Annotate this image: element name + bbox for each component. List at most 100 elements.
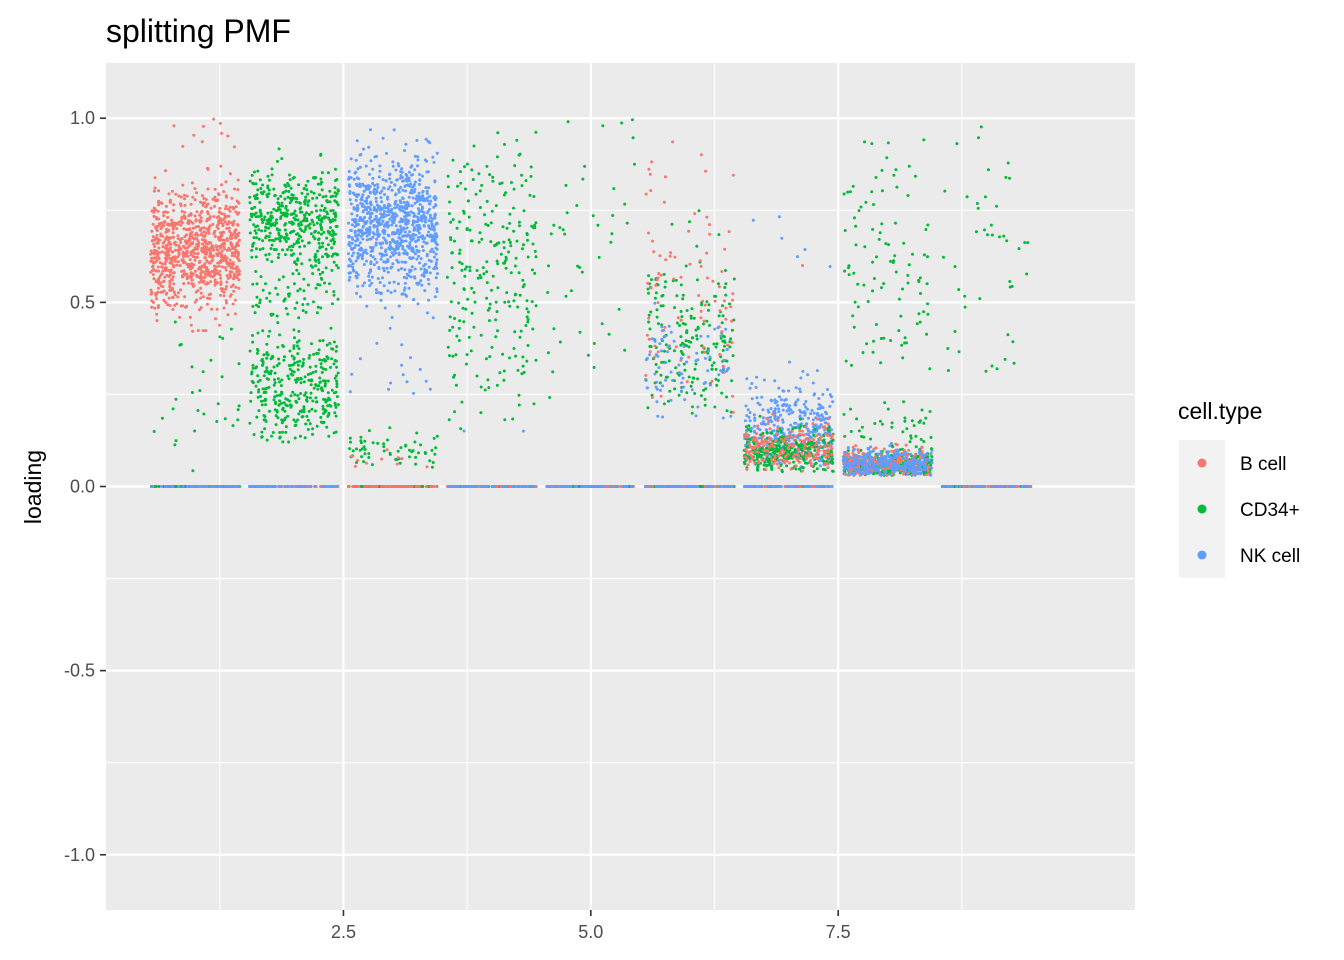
point-cd34 [367, 452, 371, 456]
point-nk-cell [593, 485, 597, 488]
point-cd34 [298, 287, 302, 291]
point-nk-cell [659, 485, 663, 488]
point-cd34 [507, 300, 511, 304]
point-cd34 [270, 173, 274, 177]
point-cd34 [684, 264, 688, 268]
point-nk-cell [707, 349, 710, 353]
point-cd34 [815, 467, 819, 471]
point-nk-cell [223, 485, 227, 488]
point-cd34 [265, 342, 269, 346]
point-b-cell [157, 222, 161, 226]
point-b-cell [206, 187, 210, 191]
point-cd34 [306, 203, 310, 207]
point-nk-cell [375, 188, 378, 192]
point-b-cell [237, 270, 241, 273]
point-cd34 [488, 355, 492, 359]
point-nk-cell [374, 288, 378, 292]
point-cd34 [319, 208, 323, 212]
point-cd34 [275, 221, 279, 225]
point-nk-cell [348, 390, 352, 394]
point-cd34 [268, 299, 272, 303]
point-cd34 [334, 194, 338, 198]
point-b-cell [166, 215, 170, 219]
point-cd34 [336, 203, 340, 207]
point-nk-cell [708, 355, 712, 359]
point-cd34 [348, 436, 352, 440]
point-nk-cell [353, 229, 357, 233]
point-nk-cell [569, 485, 573, 488]
point-cd34 [305, 414, 309, 418]
point-nk-cell [388, 185, 392, 189]
point-cd34 [458, 252, 461, 255]
point-b-cell [167, 253, 171, 257]
point-b-cell [149, 249, 153, 253]
point-b-cell [398, 485, 402, 488]
point-nk-cell [761, 419, 765, 423]
point-cd34 [491, 179, 495, 183]
point-nk-cell [369, 262, 373, 266]
point-cd34 [320, 245, 324, 249]
point-cd34 [448, 328, 452, 332]
point-cd34 [278, 399, 282, 403]
point-cd34 [505, 291, 509, 295]
point-nk-cell [408, 256, 412, 260]
point-cd34 [749, 429, 753, 433]
point-nk-cell [212, 485, 215, 488]
point-nk-cell [417, 182, 421, 186]
point-cd34 [278, 208, 282, 212]
point-cd34 [526, 344, 530, 347]
point-nk-cell [369, 200, 373, 204]
point-cd34 [464, 362, 468, 366]
point-b-cell [174, 259, 177, 263]
point-b-cell [163, 220, 167, 224]
point-b-cell [219, 280, 223, 284]
point-cd34 [663, 285, 667, 289]
point-b-cell [236, 178, 240, 182]
point-b-cell [157, 189, 161, 193]
point-cd34 [484, 357, 488, 361]
point-b-cell [188, 265, 192, 269]
point-cd34 [175, 485, 179, 488]
point-b-cell [179, 304, 183, 308]
point-nk-cell [151, 485, 155, 488]
point-nk-cell [395, 240, 399, 243]
point-nk-cell [769, 398, 773, 402]
point-b-cell [182, 244, 185, 248]
point-b-cell [168, 304, 172, 307]
point-nk-cell [433, 214, 437, 218]
point-nk-cell [731, 485, 735, 488]
point-cd34 [306, 418, 310, 422]
point-cd34 [284, 240, 288, 243]
point-cd34 [655, 308, 659, 312]
point-nk-cell [358, 295, 362, 299]
point-cd34 [495, 155, 499, 159]
point-nk-cell [779, 413, 783, 417]
point-cd34 [765, 431, 769, 434]
point-cd34 [509, 271, 513, 275]
point-b-cell [164, 300, 168, 304]
point-nk-cell [410, 164, 414, 168]
point-b-cell [222, 245, 226, 249]
point-nk-cell [725, 348, 729, 351]
point-b-cell [160, 201, 164, 205]
point-cd34 [281, 406, 285, 410]
point-nk-cell [383, 223, 387, 227]
point-cd34 [534, 130, 538, 134]
point-cd34 [512, 347, 516, 350]
point-b-cell [217, 210, 221, 214]
point-cd34 [323, 384, 327, 388]
point-cd34 [278, 380, 282, 384]
point-nk-cell [375, 225, 379, 228]
point-cd34 [502, 240, 506, 244]
point-b-cell [231, 302, 235, 306]
point-cd34 [503, 261, 507, 265]
point-nk-cell [386, 197, 389, 201]
point-cd34 [558, 226, 562, 230]
point-cd34 [724, 282, 728, 286]
point-cd34 [769, 452, 772, 456]
point-cd34 [277, 147, 281, 151]
point-cd34 [695, 337, 699, 341]
point-nk-cell [430, 219, 433, 223]
point-nk-cell [399, 228, 403, 232]
point-nk-cell [764, 428, 768, 432]
